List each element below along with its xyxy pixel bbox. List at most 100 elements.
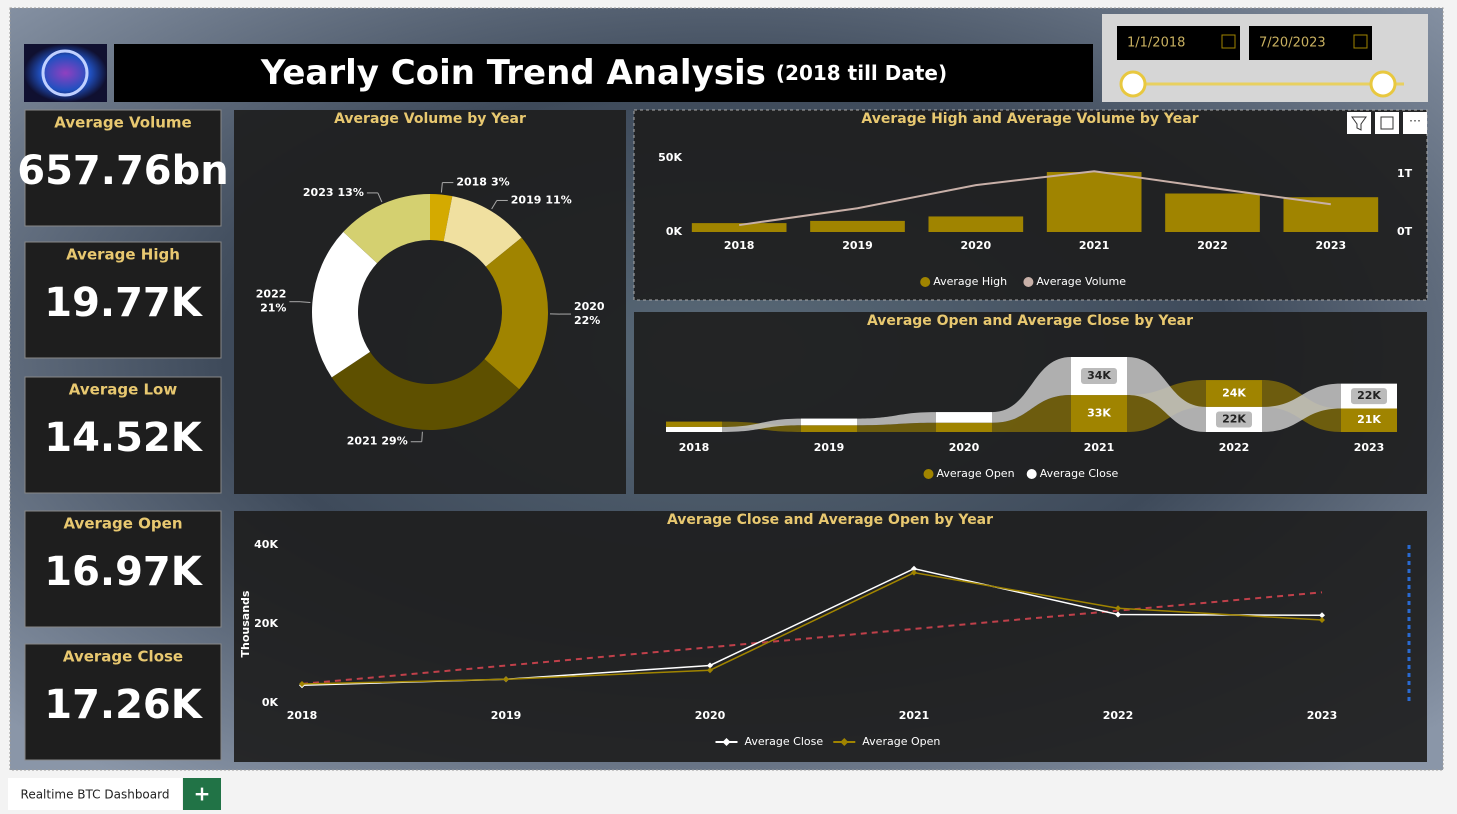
logo — [24, 44, 107, 102]
kpi-label: Average Low — [69, 381, 178, 399]
x-tick-label: 2019 — [814, 441, 845, 454]
slice-percent: 13% — [338, 186, 364, 199]
kpi-value: 14.52K — [44, 415, 204, 461]
data-label: 2018 3% — [456, 176, 509, 189]
slice-category: 2018 — [456, 176, 487, 189]
y-tick-label: 0K — [666, 225, 683, 238]
legend-marker — [1027, 469, 1037, 479]
slice-percent: 21% — [260, 302, 286, 315]
chart-title: Average Volume by Year — [334, 111, 526, 127]
slice-percent: 3% — [491, 176, 510, 189]
chart-title: Average Open and Average Close by Year — [867, 313, 1193, 329]
slider-handle[interactable] — [1371, 72, 1395, 96]
add-page-label[interactable]: + — [194, 782, 211, 806]
leader-line — [422, 432, 423, 442]
legend-label: Average High — [933, 275, 1007, 288]
y-axis-label: Thousands — [239, 590, 252, 657]
data-label: 22K — [1357, 389, 1381, 402]
x-tick-label: 2023 — [1354, 441, 1385, 454]
slice-percent: 22% — [574, 314, 600, 327]
y2-tick-label: 0T — [1397, 225, 1413, 238]
x-tick-label: 2021 — [1084, 441, 1115, 454]
y-tick-label: 40K — [254, 538, 278, 551]
ribbon-segment — [801, 425, 857, 432]
kpi-label: Average Open — [63, 515, 182, 533]
ribbon-segment — [666, 422, 722, 427]
kpi-value: 19.77K — [44, 280, 204, 326]
page-tab-label[interactable]: Realtime BTC Dashboard — [21, 788, 170, 802]
y-tick-label: 0K — [262, 696, 279, 709]
ribbon-segment — [666, 427, 722, 432]
x-tick-label: 2018 — [287, 709, 318, 722]
slice-percent: 29% — [381, 435, 407, 448]
data-label: 21K — [1357, 413, 1381, 426]
data-label: 2023 13% — [303, 186, 364, 199]
data-label: 24K — [1222, 386, 1246, 399]
x-tick-label: 2021 — [899, 709, 930, 722]
legend-label: Average Open — [862, 735, 940, 748]
legend-marker — [920, 277, 930, 287]
bar — [1284, 197, 1379, 232]
kpi-value: 16.97K — [44, 549, 204, 595]
x-tick-label: 2022 — [1103, 709, 1134, 722]
more-glyph[interactable]: ⋯ — [1409, 114, 1421, 128]
legend-label: Average Volume — [1036, 275, 1126, 288]
chart-title: Average Close and Average Open by Year — [667, 512, 993, 528]
x-tick-label: 2019 — [491, 709, 522, 722]
legend-label: Average Close — [745, 735, 824, 748]
kpi-value: 657.76bn — [17, 148, 228, 194]
kpi-label: Average High — [66, 246, 180, 264]
x-tick-label: 2018 — [724, 239, 755, 252]
x-tick-label: 2023 — [1307, 709, 1338, 722]
filter-icon[interactable] — [1347, 112, 1371, 134]
end-date[interactable]: 7/20/2023 — [1259, 36, 1326, 51]
y-tick-label: 50K — [658, 151, 682, 164]
x-tick-label: 2020 — [949, 441, 980, 454]
x-tick-label: 2022 — [1219, 441, 1250, 454]
kpi-value: 17.26K — [44, 682, 204, 728]
x-tick-label: 2021 — [1079, 239, 1110, 252]
legend-marker — [1023, 277, 1033, 287]
legend-marker — [924, 469, 934, 479]
slice-category: 2022 — [256, 288, 287, 301]
data-label: 22K — [1222, 412, 1246, 425]
x-tick-label: 2020 — [695, 709, 726, 722]
focus-icon[interactable] — [1375, 112, 1399, 134]
chart-title: Average High and Average Volume by Year — [861, 111, 1198, 127]
subtitle: (2018 till Date) — [776, 61, 947, 85]
legend-label: Average Close — [1040, 467, 1119, 480]
bar — [929, 216, 1024, 232]
x-tick-label: 2019 — [842, 239, 873, 252]
slice-category: 2020 — [574, 300, 605, 313]
bar — [1047, 172, 1142, 232]
ribbon-segment — [936, 423, 992, 432]
slider-handle[interactable] — [1121, 72, 1145, 96]
start-date[interactable]: 1/1/2018 — [1127, 36, 1185, 51]
ribbon-segment — [801, 419, 857, 426]
title: Yearly Coin Trend Analysis — [260, 53, 766, 93]
slice-category: 2019 — [511, 193, 542, 206]
x-tick-label: 2022 — [1197, 239, 1228, 252]
kpi-label: Average Volume — [54, 114, 191, 132]
data-label: 34K — [1087, 369, 1111, 382]
ribbon-segment — [936, 412, 992, 423]
x-tick-label: 2020 — [961, 239, 992, 252]
y2-tick-label: 1T — [1397, 167, 1413, 180]
x-tick-label: 2018 — [679, 441, 710, 454]
kpi-label: Average Close — [63, 648, 183, 666]
slice-percent: 11% — [545, 193, 571, 206]
y-tick-label: 20K — [254, 617, 278, 630]
legend-label: Average Open — [937, 467, 1015, 480]
slice-category: 2023 — [303, 186, 334, 199]
bar — [810, 221, 905, 232]
bar — [1165, 194, 1260, 233]
data-label: 33K — [1087, 407, 1111, 420]
x-tick-label: 2023 — [1316, 239, 1347, 252]
slice-category: 2021 — [347, 435, 378, 448]
